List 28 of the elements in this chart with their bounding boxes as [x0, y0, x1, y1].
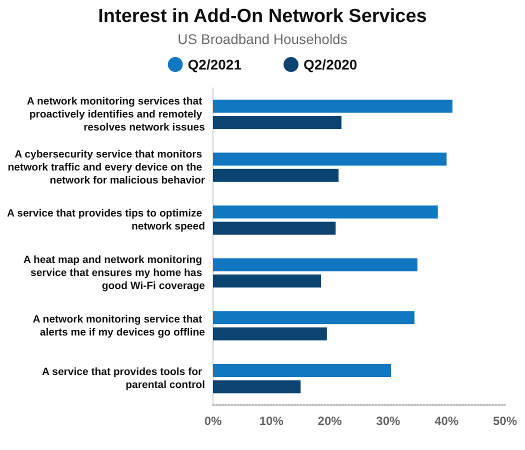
y-tick-label: A service that provides tips to optimize network speed	[7, 208, 205, 233]
bar	[213, 100, 452, 113]
bar	[213, 311, 414, 324]
y-tick-label: A network monitoring service that alerts me if my devices go offline	[32, 313, 206, 338]
y-tick-label: A network monitoring services that proactively identifies and remotely resolves network issues	[26, 95, 206, 134]
bar	[213, 222, 336, 235]
x-tick-label: 0%	[204, 414, 222, 428]
y-tick-label: A heat map and network monitoring service that ensures my home has good Wi-Fi coverage	[23, 254, 206, 292]
y-tick-label: A service that provides tools for parental control	[42, 366, 206, 392]
bar	[213, 258, 418, 272]
x-tick-label: 30%	[376, 414, 401, 428]
bar	[213, 274, 322, 288]
bar	[213, 205, 438, 218]
x-tick-label: 40%	[434, 414, 459, 428]
x-tick-label: 20%	[318, 414, 342, 428]
chart-title: Interest in Add-On Network Services	[98, 6, 427, 27]
bar	[213, 364, 392, 377]
bar	[213, 168, 339, 182]
legend-label: Q2/2020	[304, 56, 358, 72]
chart-subtitle: US Broadband Households	[178, 31, 348, 47]
bar	[213, 327, 327, 340]
legend-label: Q2/2021	[188, 56, 242, 72]
bar	[213, 116, 342, 130]
bar	[213, 380, 301, 394]
bar	[213, 152, 447, 166]
x-tick-label: 10%	[259, 414, 284, 428]
x-tick-label: 50%	[492, 414, 518, 428]
y-tick-label: A cybersecurity service that monitors network traffic and every device on the network for malicious behavior	[8, 148, 205, 186]
